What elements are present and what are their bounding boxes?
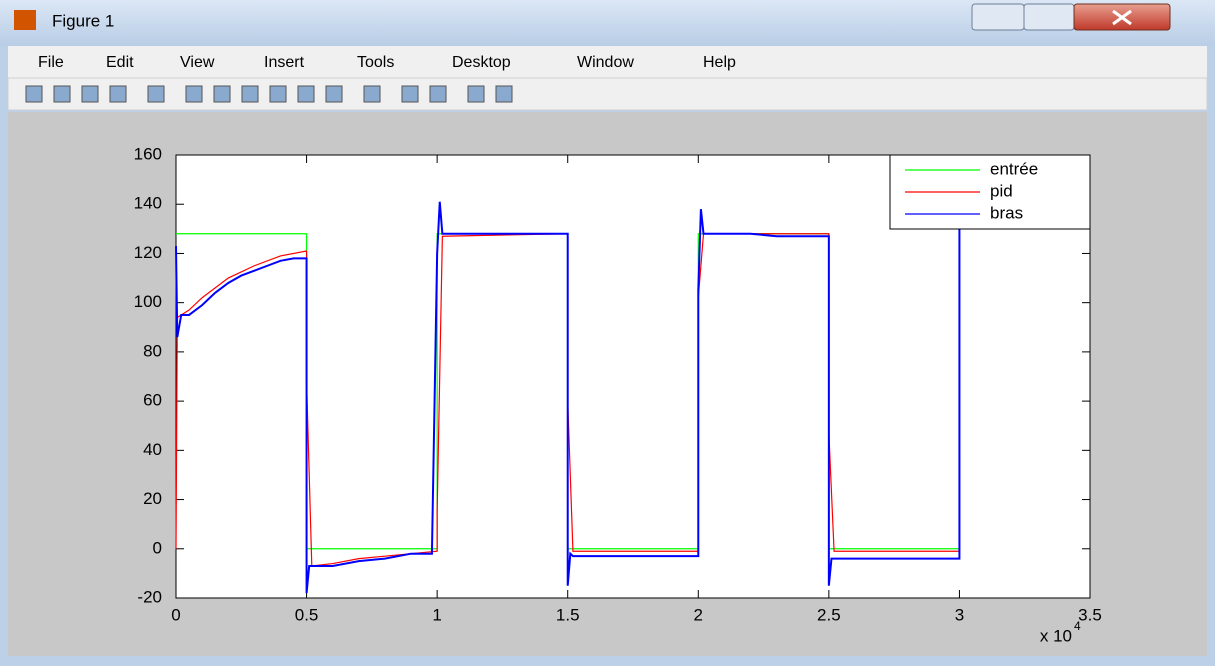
toolbar-icons [25, 85, 513, 103]
tool-icon[interactable] [185, 85, 203, 103]
tool-icon[interactable] [147, 85, 165, 103]
tool-icon[interactable] [325, 85, 343, 103]
y-tick-label: 120 [134, 243, 162, 262]
x-tick-label: 1 [432, 605, 441, 624]
tool-icon[interactable] [363, 85, 381, 103]
tool-icon[interactable] [401, 85, 419, 103]
window-title: Figure 1 [52, 11, 114, 30]
minimize-button[interactable] [971, 3, 1025, 31]
menu-item[interactable]: Tools [357, 54, 394, 71]
menu-item[interactable]: Edit [106, 54, 134, 71]
tool-icon[interactable] [241, 85, 259, 103]
legend-label: bras [990, 203, 1023, 222]
x-multiplier-exponent: 4 [1074, 619, 1081, 633]
plot: -20 0 20 40 60 80 100 120 140 160 0 0.5 1 1.5 2 2.5 3 3.5… [134, 144, 1102, 645]
menu-item[interactable]: Insert [264, 54, 305, 71]
menu-item[interactable]: File [38, 54, 64, 71]
y-tick-label: 60 [143, 391, 162, 410]
app-icon [14, 10, 36, 30]
y-tick-label: 20 [143, 489, 162, 508]
x-tick-label: 3 [955, 605, 964, 624]
tool-icon[interactable] [81, 85, 99, 103]
menu-item[interactable]: Help [703, 54, 736, 71]
x-tick-label: 3.5 [1078, 605, 1102, 624]
x-tick-label: 0 [171, 605, 180, 624]
y-tick-label: -20 [137, 587, 162, 606]
tool-icon[interactable] [429, 85, 447, 103]
y-tick-label: 40 [143, 440, 162, 459]
close-icon [1112, 9, 1132, 26]
y-tick-label: 80 [143, 341, 162, 360]
toolbar [7, 77, 1208, 111]
x-tick-label: 2 [694, 605, 703, 624]
legend-label: entrée [990, 159, 1038, 178]
legend-label: pid [990, 181, 1013, 200]
tool-icon[interactable] [297, 85, 315, 103]
tool-icon[interactable] [467, 85, 485, 103]
x-tick-label: 0.5 [295, 605, 319, 624]
menu-bar [8, 46, 1207, 78]
series-line [175, 201, 961, 594]
x-tick-label: 2.5 [817, 605, 841, 624]
series-line [175, 233, 961, 567]
y-tick-label: 140 [134, 194, 162, 213]
tool-icon[interactable] [213, 85, 231, 103]
tool-icon[interactable] [53, 85, 71, 103]
tool-icon[interactable] [495, 85, 513, 103]
maximize-button[interactable] [1023, 3, 1075, 31]
tool-icon[interactable] [269, 85, 287, 103]
tool-icon[interactable] [109, 85, 127, 103]
menu-group: File Edit View Insert Tools Desktop Window Help [38, 54, 736, 71]
y-tick-label: 0 [153, 538, 162, 557]
menu-item[interactable]: Window [577, 54, 634, 71]
menu-item[interactable]: Desktop [452, 54, 511, 71]
y-tick-label: 100 [134, 292, 162, 311]
y-tick-label: 160 [134, 144, 162, 163]
tool-icon[interactable] [25, 85, 43, 103]
menu-item[interactable]: View [180, 54, 215, 71]
x-tick-label: 1.5 [556, 605, 580, 624]
x-multiplier: x 10 [1040, 626, 1072, 645]
